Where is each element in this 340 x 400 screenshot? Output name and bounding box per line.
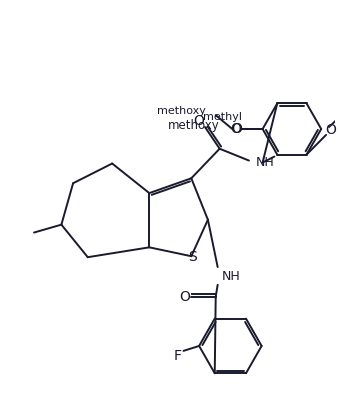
Text: methyl: methyl xyxy=(203,112,242,122)
Text: F: F xyxy=(174,349,182,363)
Text: O: O xyxy=(231,122,242,136)
Text: methoxy: methoxy xyxy=(168,118,220,132)
Text: O: O xyxy=(325,123,336,137)
Text: O: O xyxy=(194,114,205,128)
Text: O: O xyxy=(179,290,190,304)
Text: O: O xyxy=(230,122,241,136)
Text: NH: NH xyxy=(222,270,240,284)
Text: S: S xyxy=(188,250,197,264)
Text: NH: NH xyxy=(256,156,274,169)
Text: methoxy: methoxy xyxy=(157,106,206,116)
